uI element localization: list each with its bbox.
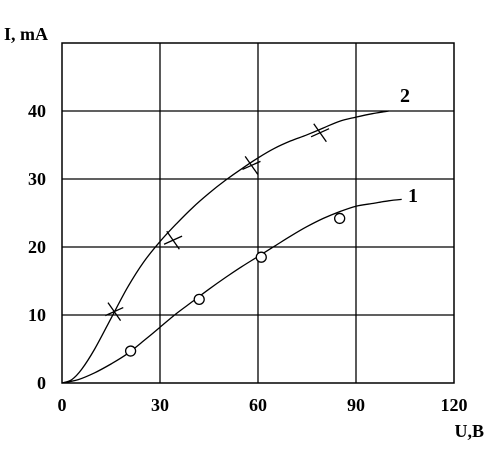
point-1-3 bbox=[334, 212, 346, 225]
grid bbox=[62, 43, 454, 383]
series-line-2 bbox=[61, 110, 389, 384]
point-2-2 bbox=[242, 156, 261, 175]
point-1-1 bbox=[193, 293, 205, 306]
x-tick-label-2: 60 bbox=[249, 395, 267, 415]
point-2-0 bbox=[104, 302, 124, 321]
x-tick-label-4: 120 bbox=[441, 395, 468, 415]
x-axis-title: U,B bbox=[454, 421, 484, 441]
y-axis-title: I, mA bbox=[4, 24, 48, 44]
series-line-1 bbox=[61, 198, 402, 384]
x-tick-label-1: 30 bbox=[151, 395, 169, 415]
series-label-1: 1 bbox=[408, 185, 418, 207]
series-layer bbox=[61, 110, 402, 384]
y-tick-label-0: 0 bbox=[37, 373, 46, 393]
point-1-2 bbox=[255, 251, 267, 263]
series-label-2: 2 bbox=[400, 85, 410, 107]
series-2 bbox=[61, 110, 389, 384]
x-tick-label-3: 90 bbox=[347, 395, 365, 415]
y-tick-label-1: 10 bbox=[28, 305, 46, 325]
y-tick-label-3: 30 bbox=[28, 169, 46, 189]
plot-border bbox=[61, 42, 455, 384]
point-2-3 bbox=[310, 123, 330, 143]
tick-labels: 0 30 60 90 120 0 10 20 30 40 bbox=[28, 101, 468, 415]
point-1-0 bbox=[124, 345, 137, 357]
x-tick-label-0: 0 bbox=[58, 395, 67, 415]
plot-frame bbox=[61, 42, 455, 384]
point-2-1 bbox=[163, 230, 183, 250]
y-tick-label-4: 40 bbox=[28, 101, 46, 121]
y-tick-label-2: 20 bbox=[28, 237, 46, 257]
series-1 bbox=[61, 198, 402, 384]
